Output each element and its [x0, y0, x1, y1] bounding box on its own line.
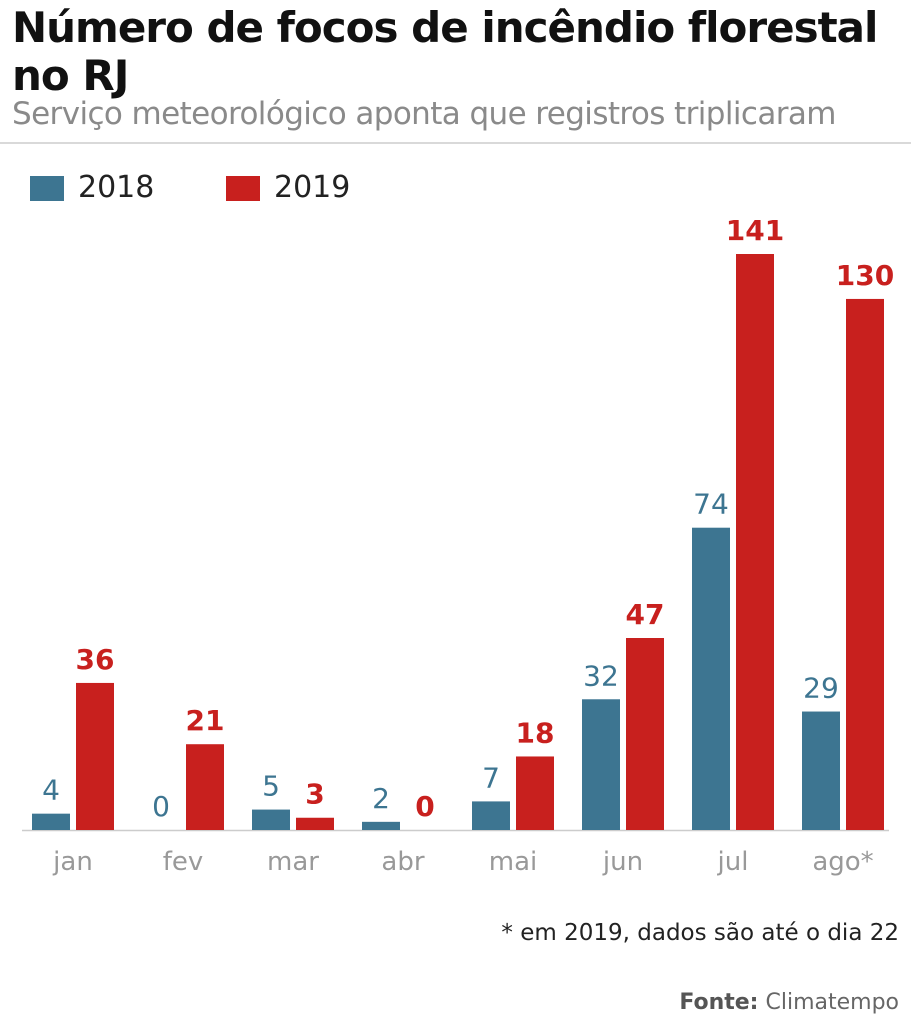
- x-tick-label-jan: jan: [52, 847, 93, 877]
- source-name: Climatempo: [765, 990, 899, 1015]
- bar-2018-mar: [252, 809, 290, 830]
- bar-2019-jan: [76, 682, 114, 830]
- data-label-2018-abr: 2: [372, 782, 390, 815]
- bar-2019-fev: [186, 744, 224, 830]
- data-label-2018-jan: 4: [42, 774, 60, 807]
- bar-2018-jul: [692, 527, 730, 830]
- bar-2018-abr: [362, 821, 400, 830]
- data-label-2018-fev: 0: [152, 790, 170, 823]
- x-tick-label-fev: fev: [163, 847, 204, 877]
- footnote: * em 2019, dados são até o dia 22: [501, 920, 899, 946]
- bar-2019-jun: [626, 638, 664, 830]
- x-tick-label-jul: jul: [717, 847, 749, 877]
- legend-label-2019: 2019: [274, 170, 351, 205]
- x-tick-label-jun: jun: [602, 847, 643, 877]
- source-label: Fonte:: [679, 990, 759, 1015]
- legend-swatch-2019: [226, 176, 260, 201]
- header-divider: [0, 142, 911, 144]
- bar-2019-jul: [736, 254, 774, 830]
- bar-2018-mai: [472, 801, 510, 830]
- legend-label-2018: 2018: [78, 170, 155, 205]
- bar-2018-jun: [582, 699, 620, 830]
- bar-2018-ago*: [802, 711, 840, 830]
- source-credit: Fonte: Climatempo: [679, 990, 899, 1015]
- x-tick-label-mai: mai: [489, 847, 537, 877]
- data-label-2019-mai: 18: [516, 716, 555, 749]
- chart-title: Número de focos de incêndio florestal no…: [12, 3, 878, 100]
- bar-2018-jan: [32, 813, 70, 830]
- data-label-2019-jun: 47: [626, 598, 665, 631]
- data-label-2019-fev: 21: [186, 704, 225, 737]
- data-label-2019-jan: 36: [76, 643, 115, 676]
- chart-subtitle: Serviço meteorológico aponta que registr…: [12, 96, 836, 132]
- x-tick-label-mar: mar: [267, 847, 319, 877]
- x-tick-label-abr: abr: [381, 847, 424, 877]
- bar-2019-mai: [516, 756, 554, 830]
- data-label-2019-jul: 141: [726, 214, 784, 247]
- data-label-2018-jul: 74: [693, 488, 729, 521]
- data-label-2019-abr: 0: [415, 790, 434, 823]
- bar-2019-ago*: [846, 298, 884, 830]
- data-label-2018-ago*: 29: [803, 672, 839, 705]
- data-label-2019-mar: 3: [305, 778, 324, 811]
- x-tick-label-ago*: ago*: [812, 847, 873, 877]
- data-label-2018-mai: 7: [482, 761, 500, 794]
- data-label-2019-ago*: 130: [836, 259, 894, 292]
- data-label-2018-mar: 5: [262, 770, 280, 803]
- bar-2019-mar: [296, 817, 334, 830]
- legend-swatch-2018: [30, 176, 64, 201]
- data-label-2018-jun: 32: [583, 659, 619, 692]
